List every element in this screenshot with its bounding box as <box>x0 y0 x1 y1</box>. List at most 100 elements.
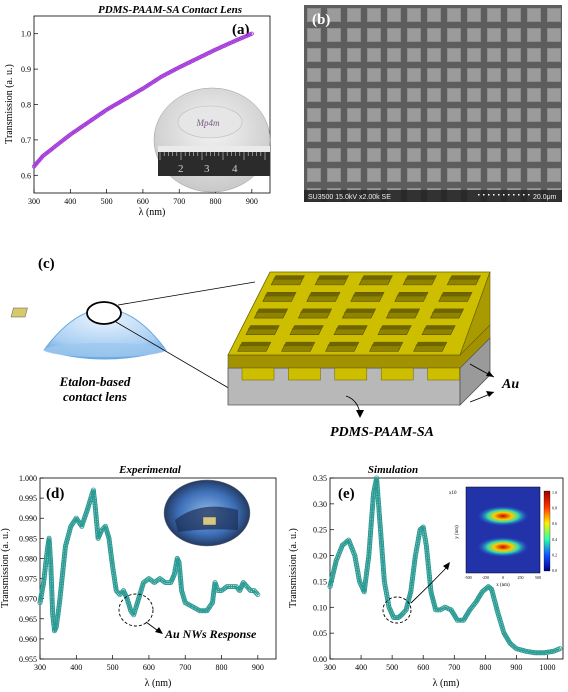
data-point <box>425 557 431 563</box>
data-point <box>210 597 216 603</box>
data-point <box>381 571 387 577</box>
data-point <box>92 497 98 503</box>
data-point <box>49 591 55 597</box>
data-point <box>368 521 374 527</box>
panel-e-title: Simulation <box>368 464 418 476</box>
data-point <box>402 608 408 614</box>
scale-dot <box>493 194 495 196</box>
data-point <box>368 526 374 532</box>
data-point <box>484 585 490 591</box>
etalon-well-shadow <box>415 342 447 347</box>
contact-lens <box>10 281 256 391</box>
data-point <box>421 527 427 533</box>
inset-colorbar-tick-label: 0.8 <box>552 506 557 511</box>
data-point <box>368 518 374 524</box>
y-tick-label: 0.960 <box>19 635 37 644</box>
au-label: Au <box>501 377 519 392</box>
data-point <box>374 477 380 483</box>
etalon-well-shadow <box>423 325 456 330</box>
y-tick-label: 0.955 <box>19 655 37 664</box>
data-point <box>41 573 47 579</box>
x-tick-label: 300 <box>324 663 336 672</box>
data-point <box>381 574 387 580</box>
etalon-notches <box>241 367 460 381</box>
data-point <box>382 580 388 586</box>
data-point <box>94 524 100 530</box>
data-point <box>226 584 232 590</box>
panel-d-highlight <box>118 593 154 627</box>
data-point <box>376 505 382 511</box>
panel-a-ylabel: Transmission (a. u.) <box>4 64 15 144</box>
data-point <box>228 584 234 590</box>
data-point <box>217 588 223 594</box>
x-tick-label: 700 <box>173 197 185 206</box>
scale-dot <box>518 194 520 196</box>
panel-a-title: PDMS-PAAM-SA Contact Lens <box>98 4 242 16</box>
data-point <box>380 555 386 561</box>
data-point <box>370 494 376 500</box>
scale-dot <box>488 194 490 196</box>
data-point <box>375 497 381 503</box>
data-point <box>380 566 386 572</box>
data-point <box>427 576 433 582</box>
data-point <box>367 530 373 536</box>
data-point <box>176 560 182 566</box>
panel-d-xlabel: λ (nm) <box>145 678 172 689</box>
data-point <box>434 607 440 613</box>
data-point <box>377 524 383 530</box>
data-point <box>376 513 382 519</box>
panel-e: Simulation (e) 300 400 500 600 700 800 900 1000… <box>288 464 564 689</box>
y-tick-label: 0.10 <box>313 603 327 612</box>
data-point <box>377 516 383 522</box>
panel-e-xlabel: λ (nm) <box>433 678 460 689</box>
x-tick-label: 600 <box>137 197 149 206</box>
data-point <box>47 553 53 559</box>
panel-a-inset-photo: Mp4m 2 3 4 <box>153 87 271 193</box>
data-point <box>48 572 54 578</box>
data-point <box>375 500 381 506</box>
data-point <box>424 549 430 555</box>
data-point <box>119 589 125 595</box>
panel-e-ticks: 300 400 500 600 700 800 900 10000.000.050.100.1… <box>313 474 555 672</box>
data-point <box>426 568 432 574</box>
etalon-well-shadow <box>308 292 341 297</box>
data-point <box>376 507 382 513</box>
inset-x-tick-label: 500 <box>535 575 541 580</box>
data-point <box>454 617 460 623</box>
data-point <box>379 550 385 556</box>
data-point <box>540 650 546 656</box>
etalon-well-shadow <box>316 275 349 280</box>
data-point <box>369 506 375 512</box>
etalon-well-shadow <box>239 342 271 347</box>
data-point <box>93 513 99 519</box>
data-point <box>49 589 55 595</box>
scale-dot <box>528 194 530 196</box>
data-point <box>231 584 237 590</box>
data-point <box>59 581 65 587</box>
x-tick-label: 400 <box>355 663 367 672</box>
panel-d-series <box>37 487 261 634</box>
data-point <box>377 526 383 532</box>
data-point <box>42 565 48 571</box>
data-point <box>57 596 63 602</box>
x-tick-label: 300 <box>28 197 40 206</box>
y-tick-label: 0.965 <box>19 615 37 624</box>
data-point <box>368 529 374 535</box>
panel-e-ylabel: Transmission (a. u.) <box>288 528 299 608</box>
data-point <box>49 592 55 598</box>
data-point <box>49 601 55 607</box>
etalon-notch <box>288 367 321 381</box>
panel-a-xlabel: λ (nm) <box>139 207 166 218</box>
panel-b-tag: (b) <box>312 12 330 28</box>
data-point <box>367 543 373 549</box>
x-tick-label: 700 <box>179 663 191 672</box>
panel-b: (b) SU3500 15.0kV x2.00k SE 20.0μm <box>304 5 562 202</box>
substrate-pointer-head <box>356 410 364 418</box>
sem-info-bar <box>304 190 562 202</box>
data-point <box>374 480 380 486</box>
data-point <box>375 491 381 497</box>
data-point <box>369 514 375 520</box>
data-point <box>370 502 376 508</box>
data-point <box>249 588 255 594</box>
data-point <box>162 580 168 586</box>
